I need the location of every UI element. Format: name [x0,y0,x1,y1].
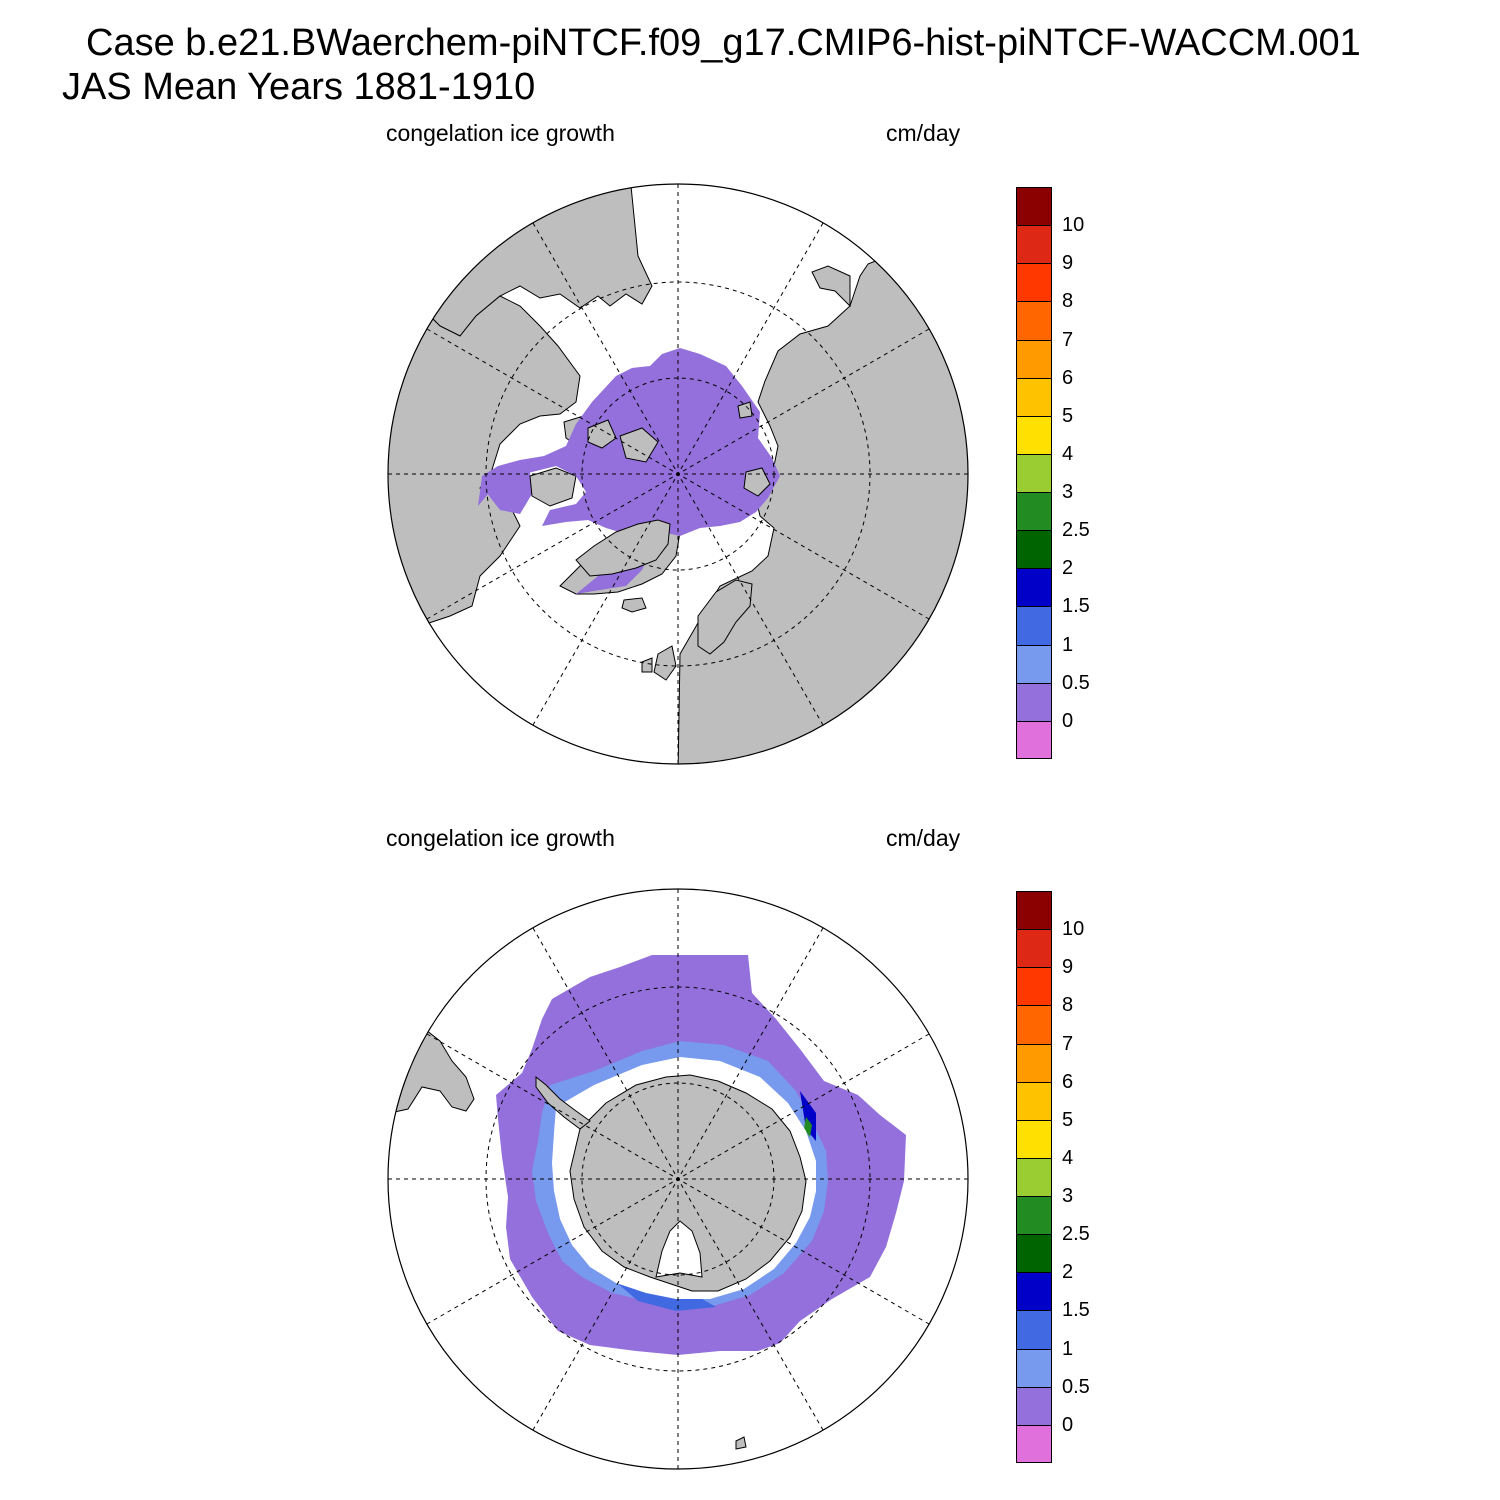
title-line-2: JAS Mean Years 1881-1910 [62,66,536,108]
colorbar-box [1016,187,1052,226]
arctic-polar-map [387,183,969,765]
colorbar-box [1016,301,1052,340]
colorbar-box [1016,720,1052,759]
colorbar-tick-label: 9 [1062,252,1074,275]
colorbar-1: 0 0.5 1 1.5 2 2.5 3 4 5 6 7 8 9 10 [1016,187,1116,759]
colorbar-box [1016,568,1052,607]
colorbar-tick-label: 8 [1062,994,1074,1017]
colorbar-box [1016,1043,1052,1082]
graticule [388,184,968,764]
colorbar-tick-label: 2.5 [1062,1223,1090,1246]
colorbar-tick-label: 0 [1062,1413,1074,1436]
antarctic-polar-map [387,888,969,1470]
colorbar-box [1016,377,1052,416]
colorbar-tick-label: 9 [1062,956,1074,979]
colorbar-box [1016,492,1052,531]
colorbar-box [1016,891,1052,930]
colorbar-box [1016,1119,1052,1158]
colorbar-box [1016,682,1052,721]
title-line-1: Case b.e21.BWaerchem-piNTCF.f09_g17.CMIP… [86,22,1361,64]
colorbar-box [1016,453,1052,493]
colorbar-box [1016,415,1052,454]
panel-1-units-label: cm/day [886,120,961,146]
colorbar-box [1016,1081,1052,1120]
colorbar-tick-label: 2 [1062,557,1074,580]
colorbar-tick-label: 4 [1062,442,1074,465]
colorbar-tick-label: 1.5 [1062,595,1090,618]
colorbar-tick-label: 0 [1062,709,1074,732]
colorbar-tick-label: 2.5 [1062,519,1090,542]
colorbar-box [1016,1424,1052,1463]
colorbar-tick-label: 0.5 [1062,671,1090,694]
colorbar-box [1016,606,1052,645]
colorbar-tick-label: 3 [1062,1185,1074,1208]
colorbar-2: 0 0.5 1 1.5 2 2.5 3 4 5 6 7 8 9 10 [1016,891,1116,1463]
colorbar-tick-label: 6 [1062,366,1074,389]
colorbar-box [1016,339,1052,378]
arctic-sea-ice [478,348,780,594]
colorbar-box [1016,1234,1052,1273]
colorbar-tick-label: 0.5 [1062,1375,1090,1398]
colorbar-box [1016,263,1052,302]
colorbar-box [1016,1272,1052,1311]
colorbar-tick-label: 8 [1062,290,1074,313]
colorbar-box [1016,530,1052,569]
colorbar-tick-label: 3 [1062,481,1074,504]
colorbar-box [1016,1348,1052,1387]
colorbar-tick-label: 2 [1062,1261,1074,1284]
colorbar-box [1016,929,1052,968]
colorbar-box [1016,967,1052,1006]
colorbar-tick-label: 4 [1062,1146,1074,1169]
colorbar-box [1016,1157,1052,1197]
panel-2-units-label: cm/day [886,825,961,851]
graticule [388,889,968,1469]
colorbar-box [1016,225,1052,264]
colorbar-tick-label: 10 [1062,214,1085,237]
colorbar-tick-label: 5 [1062,1108,1074,1131]
colorbar-tick-label: 1 [1062,1337,1074,1360]
antarctica-landmass [569,1074,807,1292]
colorbar-tick-label: 1.5 [1062,1299,1090,1322]
colorbar-box [1016,1310,1052,1349]
colorbar-tick-label: 10 [1062,918,1085,941]
panel-1-variable-label: congelation ice growth [386,120,615,146]
colorbar-tick-label: 6 [1062,1070,1074,1093]
colorbar-box [1016,1005,1052,1044]
colorbar-tick-label: 1 [1062,633,1074,656]
panel-2-variable-label: congelation ice growth [386,825,615,851]
north-america-landmass [388,295,581,647]
colorbar-box [1016,644,1052,683]
colorbar-tick-label: 7 [1062,1032,1074,1055]
colorbar-tick-label: 7 [1062,328,1074,351]
colorbar-tick-label: 5 [1062,404,1074,427]
colorbar-box [1016,1196,1052,1235]
colorbar-box [1016,1386,1052,1425]
